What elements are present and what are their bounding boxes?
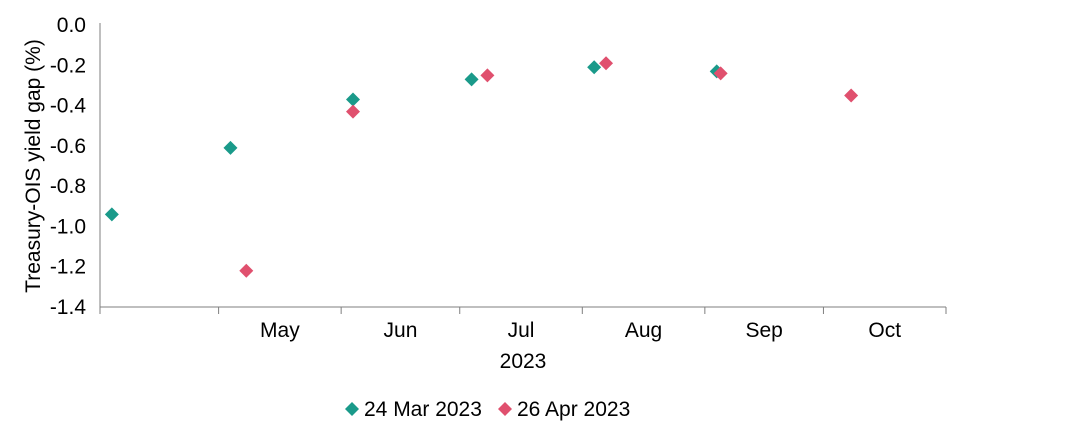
legend-marker [345, 402, 359, 416]
x-axis-label: 2023 [500, 350, 547, 373]
x-tick-label: Jun [384, 319, 418, 342]
legend-label: 26 Apr 2023 [517, 398, 630, 421]
y-tick-label: -1.2 [50, 256, 86, 279]
x-axis: May Jun Jul Aug Sep Oct [99, 306, 947, 342]
x-tick-label: Aug [625, 319, 662, 342]
data-point [464, 72, 479, 87]
data-point [844, 88, 859, 103]
legend-label: 24 Mar 2023 [364, 398, 482, 421]
data-point [587, 60, 602, 75]
y-axis: 0.0 -0.2 -0.4 -0.6 -0.8 -1.0 -1.2 -1.4 [50, 14, 101, 319]
data-point [223, 140, 238, 155]
data-point [346, 104, 361, 119]
data-point [104, 207, 119, 222]
legend-marker [498, 402, 512, 416]
data-point [599, 56, 614, 71]
data-point [480, 68, 495, 83]
data-point [239, 263, 254, 278]
x-tick-label: May [260, 319, 300, 342]
x-tick-label: Sep [745, 319, 782, 342]
data-points [104, 56, 859, 278]
legend: 24 Mar 2023 26 Apr 2023 [345, 398, 630, 421]
y-tick-label: -0.2 [50, 54, 86, 77]
y-tick-label: -0.4 [50, 95, 87, 118]
y-tick-label: -0.6 [50, 135, 86, 158]
x-tick-label: Jul [508, 319, 535, 342]
y-axis-label: Treasury-OIS yield gap (%) [22, 39, 45, 293]
y-tick-label: -0.8 [50, 175, 86, 198]
data-point [346, 92, 361, 107]
y-tick-label: -1.0 [50, 215, 86, 238]
y-tick-label: -1.4 [50, 296, 87, 319]
y-tick-label: 0.0 [57, 14, 86, 37]
x-tick-label: Oct [868, 319, 901, 342]
data-point [713, 66, 728, 81]
